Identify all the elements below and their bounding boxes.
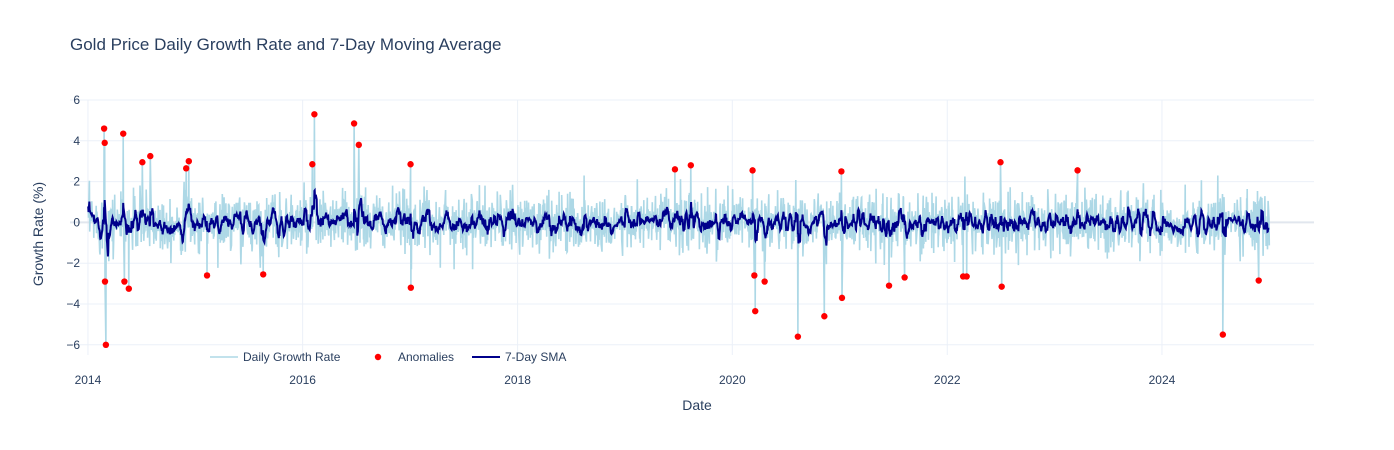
anomaly-point bbox=[120, 130, 127, 137]
anomaly-point bbox=[182, 165, 190, 172]
anomaly-point bbox=[838, 168, 845, 175]
anomaly-point bbox=[821, 313, 828, 320]
anomaly-point bbox=[350, 120, 358, 127]
anomaly-point bbox=[185, 158, 193, 165]
legend-swatch bbox=[374, 353, 382, 361]
anomaly-point bbox=[761, 278, 768, 285]
anomaly-point bbox=[1074, 167, 1081, 174]
series-7-day-sma bbox=[87, 187, 1270, 257]
series-anomalies bbox=[100, 111, 1262, 348]
x-tick-label: 2018 bbox=[504, 373, 531, 387]
anomaly-point bbox=[794, 333, 802, 340]
x-tick-label: 2016 bbox=[289, 373, 316, 387]
x-axis-title: Date bbox=[682, 397, 712, 413]
anomaly-point bbox=[355, 141, 362, 149]
legend-label: Daily Growth Rate bbox=[243, 350, 341, 364]
anomaly-point bbox=[752, 307, 759, 315]
legend-item[interactable]: 7-Day SMA bbox=[472, 350, 566, 364]
anomaly-point bbox=[998, 283, 1005, 290]
anomaly-point bbox=[671, 166, 679, 173]
y-tick-label: −6 bbox=[66, 338, 80, 352]
anomaly-point bbox=[687, 162, 695, 169]
legend: Daily Growth Rate Anomalies 7-Day SMA bbox=[210, 350, 566, 364]
y-tick-label: −4 bbox=[66, 297, 80, 311]
anomaly-point bbox=[997, 159, 1004, 166]
anomaly-point bbox=[749, 167, 756, 174]
anomaly-point bbox=[100, 125, 108, 132]
anomaly-point bbox=[101, 139, 108, 147]
legend-item[interactable]: Daily Growth Rate bbox=[210, 350, 341, 364]
y-tick-label: 2 bbox=[73, 175, 80, 189]
anomaly-point bbox=[147, 152, 154, 160]
x-tick-label: 2014 bbox=[75, 373, 102, 387]
anomaly-point bbox=[901, 274, 908, 281]
y-axis-title: Growth Rate (%) bbox=[30, 182, 46, 286]
sma-line bbox=[87, 187, 1270, 257]
y-tick-label: 4 bbox=[73, 134, 80, 148]
y-tick-label: 0 bbox=[73, 215, 80, 229]
y-tick-label: −2 bbox=[66, 256, 80, 270]
legend-label: Anomalies bbox=[398, 350, 454, 364]
axis-ticks: 2014 2016 2018 2020 2022 2024 −6 −4 −2 0 2 4 6 bbox=[66, 93, 1175, 387]
legend-item[interactable]: Anomalies bbox=[374, 350, 454, 364]
anomaly-point bbox=[260, 271, 267, 278]
anomaly-point bbox=[407, 284, 415, 291]
anomaly-point bbox=[1255, 277, 1262, 284]
anomaly-point bbox=[885, 282, 893, 289]
anomaly-point bbox=[309, 161, 316, 168]
anomaly-point bbox=[203, 272, 211, 279]
anomaly-point bbox=[311, 111, 318, 118]
anomaly-point bbox=[139, 159, 146, 166]
x-tick-label: 2024 bbox=[1149, 373, 1176, 387]
anomaly-point bbox=[407, 161, 414, 168]
anomaly-point bbox=[121, 278, 128, 285]
x-tick-label: 2020 bbox=[719, 373, 746, 387]
anomaly-point bbox=[838, 294, 846, 302]
anomaly-point bbox=[125, 285, 133, 292]
chart-title: Gold Price Daily Growth Rate and 7-Day M… bbox=[70, 35, 502, 54]
anomaly-point bbox=[963, 273, 970, 280]
x-tick-label: 2022 bbox=[934, 373, 961, 387]
anomaly-point bbox=[102, 341, 110, 348]
y-tick-label: 6 bbox=[73, 93, 80, 107]
anomaly-point bbox=[751, 272, 758, 279]
anomaly-point bbox=[101, 278, 109, 285]
legend-label: 7-Day SMA bbox=[505, 350, 566, 364]
anomaly-point bbox=[1219, 331, 1227, 338]
